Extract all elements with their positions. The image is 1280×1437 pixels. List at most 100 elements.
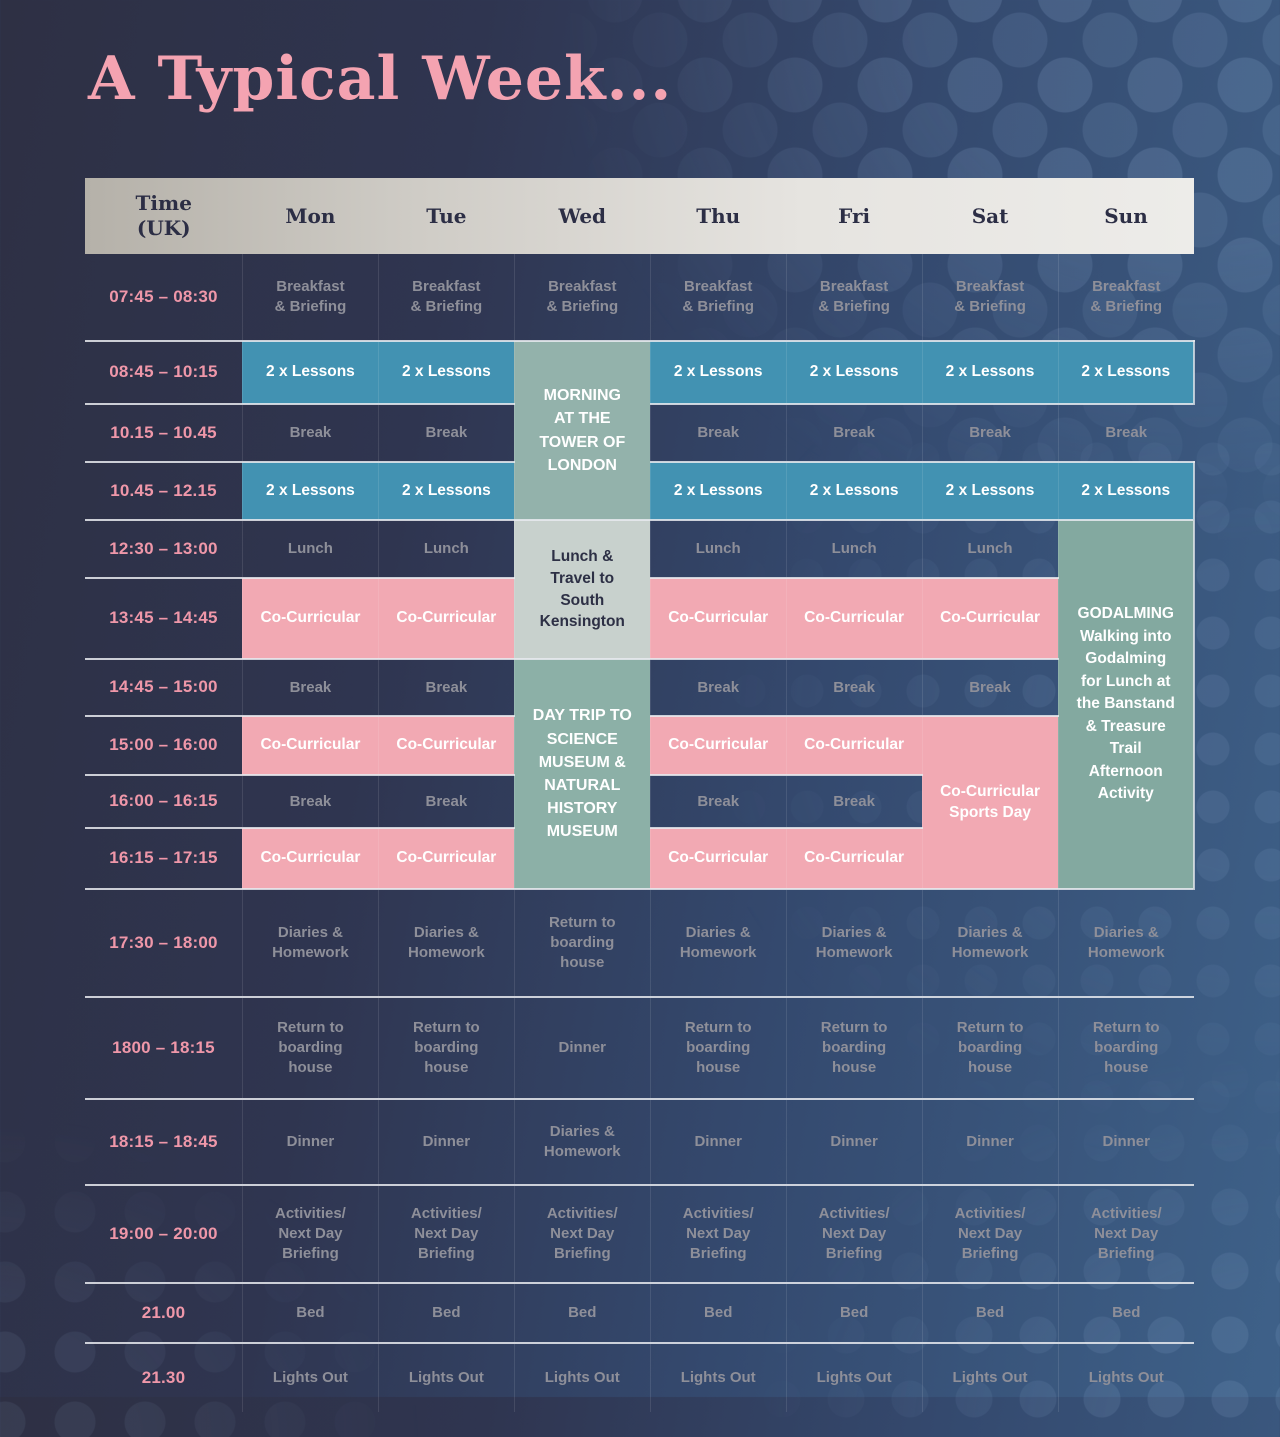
schedule-cell: Breakfast & Briefing	[377, 254, 515, 341]
schedule-cell: Activities/ Next Day Briefing	[377, 1184, 515, 1283]
schedule-cell: Return to boarding house	[921, 996, 1058, 1099]
cell-sun-godalming: GODALMING Walking into Godalming for Lun…	[1057, 519, 1195, 889]
row-cocurricular-2: 15:00 – 16:00 Co-Curricular Co-Curricula…	[85, 715, 1194, 889]
time-cell: 21.00	[85, 1282, 243, 1343]
schedule-cell: Diaries & Homework	[1057, 888, 1194, 997]
schedule-cell: Breakfast & Briefing	[785, 254, 923, 341]
schedule-cell: Dinner	[241, 1098, 379, 1185]
schedule-cell: Dinner	[377, 1098, 515, 1185]
schedule-cell: Break	[377, 658, 515, 716]
schedule-cell: Dinner	[649, 1098, 787, 1185]
schedule-cell: Bed	[241, 1282, 379, 1343]
row-lunch: 12:30 – 13:00 Lunch Lunch Lunch & Travel…	[85, 519, 1195, 889]
schedule-cell: Lights Out	[241, 1342, 379, 1412]
schedule-cell: Co-Curricular	[241, 577, 379, 659]
time-cell: 10.45 – 12.15	[85, 461, 243, 520]
schedule-cell: Co-Curricular	[241, 715, 379, 775]
time-cell: 15:00 – 16:00	[85, 715, 243, 775]
cell-wed-lunch-travel: Lunch & Travel to South Kensington	[513, 519, 651, 659]
schedule-cell: Break	[785, 658, 923, 716]
schedule-cell: Bed	[785, 1282, 923, 1343]
schedule-cell: Co-Curricular	[241, 827, 379, 889]
row-diaries: 17:30 – 18:00 Diaries & Homework Diaries…	[85, 888, 1194, 997]
schedule-cell: Lights Out	[785, 1342, 923, 1412]
schedule-cell: Co-Curricular	[649, 577, 787, 659]
schedule-cell: Return to boarding house	[241, 996, 379, 1099]
schedule-cell: Activities/ Next Day Briefing	[241, 1184, 379, 1283]
row-cocurricular-3: 16:15 – 17:15 Co-Curricular Co-Curricula…	[85, 827, 1194, 889]
schedule-cell: Break	[649, 403, 787, 462]
schedule-cell: Bed	[649, 1282, 787, 1343]
schedule-cell: 2 x Lessons	[241, 461, 379, 520]
time-cell: 1800 – 18:15	[85, 996, 243, 1099]
schedule-cell: Bed	[513, 1282, 651, 1343]
row-lessons-am1: 08:45 – 10:15 2 x Lessons 2 x Lessons MO…	[85, 340, 1195, 520]
schedule-cell: Diaries & Homework	[921, 888, 1058, 997]
row-lessons-am2: 10.45 – 12.15 2 x Lessons 2 x Lessons 2 …	[85, 461, 1195, 520]
header-row: Time (UK) Mon Tue Wed Thu Fri Sat Sun	[85, 178, 1194, 254]
col-header-sat: Sat	[971, 203, 1009, 228]
schedule-cell: 2 x Lessons	[377, 461, 515, 520]
time-cell: 19:00 – 20:00	[85, 1184, 243, 1283]
schedule-cell: Breakfast & Briefing	[1057, 254, 1194, 341]
schedule-cell: Lights Out	[649, 1342, 787, 1412]
schedule-cell: Break	[241, 658, 379, 716]
schedule-cell: Break	[785, 403, 923, 462]
col-header-thu: Thu	[696, 203, 741, 228]
weekly-timetable: Time (UK) Mon Tue Wed Thu Fri Sat Sun 07…	[85, 178, 1195, 1412]
schedule-cell: Return to boarding house	[649, 996, 787, 1099]
schedule-cell: Breakfast & Briefing	[649, 254, 787, 341]
schedule-cell: Co-Curricular	[377, 715, 515, 775]
schedule-cell: Return to boarding house	[513, 888, 651, 997]
schedule-cell: Co-Curricular	[921, 577, 1058, 659]
schedule-cell: 2 x Lessons	[921, 461, 1058, 520]
schedule-cell: Break	[241, 403, 379, 462]
schedule-cell: 2 x Lessons	[785, 461, 923, 520]
schedule-cell: 2 x Lessons	[1057, 340, 1195, 404]
schedule-cell: Lunch	[921, 519, 1058, 578]
schedule-cell: 2 x Lessons	[785, 340, 923, 404]
schedule-cell: Diaries & Homework	[513, 1098, 651, 1185]
schedule-cell: Activities/ Next Day Briefing	[921, 1184, 1058, 1283]
schedule-cell: Bed	[377, 1282, 515, 1343]
row-breakfast: 07:45 – 08:30 Breakfast & Briefing Break…	[85, 254, 1194, 341]
schedule-cell: Break	[1057, 403, 1194, 462]
schedule-cell: Dinner	[785, 1098, 923, 1185]
cell-sat-sports-day: Co-Curricular Sports Day	[921, 715, 1058, 889]
schedule-cell: Break	[649, 774, 787, 828]
col-header-mon: Mon	[285, 203, 336, 228]
schedule-cell: Activities/ Next Day Briefing	[649, 1184, 787, 1283]
schedule-cell: Return to boarding house	[785, 996, 923, 1099]
schedule-cell: Breakfast & Briefing	[921, 254, 1058, 341]
schedule-cell: Breakfast & Briefing	[513, 254, 651, 341]
col-header-fri: Fri	[838, 203, 871, 228]
schedule-cell: Lunch	[377, 519, 515, 578]
schedule-cell: Co-Curricular	[377, 827, 515, 889]
schedule-cell: Break	[785, 774, 923, 828]
row-bed: 21.00 Bed Bed Bed Bed Bed Bed Bed	[85, 1282, 1194, 1343]
schedule-cell: Activities/ Next Day Briefing	[1057, 1184, 1194, 1283]
schedule-cell: Bed	[1057, 1282, 1194, 1343]
time-cell: 10.15 – 10.45	[85, 403, 243, 462]
row-dinner: 18:15 – 18:45 Dinner Dinner Diaries & Ho…	[85, 1098, 1194, 1185]
time-cell: 07:45 – 08:30	[109, 286, 218, 306]
schedule-cell: Lights Out	[377, 1342, 515, 1412]
schedule-cell: 2 x Lessons	[241, 340, 379, 404]
schedule-cell: Bed	[921, 1282, 1058, 1343]
col-header-tue: Tue	[426, 203, 467, 228]
time-cell: 08:45 – 10:15	[85, 340, 243, 404]
row-activities: 19:00 – 20:00 Activities/ Next Day Brief…	[85, 1184, 1194, 1283]
time-col-header: Time (UK)	[135, 191, 192, 240]
schedule-cell: Diaries & Homework	[649, 888, 787, 997]
schedule-cell: Dinner	[513, 996, 651, 1099]
schedule-cell: Diaries & Homework	[377, 888, 515, 997]
row-break-am: 10.15 – 10.45 Break Break Break Break Br…	[85, 403, 1194, 462]
schedule-cell: Dinner	[1057, 1098, 1194, 1185]
time-cell: 13:45 – 14:45	[85, 577, 243, 659]
schedule-cell: 2 x Lessons	[649, 340, 787, 404]
time-cell: 12:30 – 13:00	[85, 519, 243, 578]
time-cell: 21.30	[85, 1342, 243, 1412]
schedule-cell: Diaries & Homework	[785, 888, 923, 997]
schedule-cell: Co-Curricular	[649, 827, 787, 889]
schedule-cell: Break	[377, 774, 515, 828]
